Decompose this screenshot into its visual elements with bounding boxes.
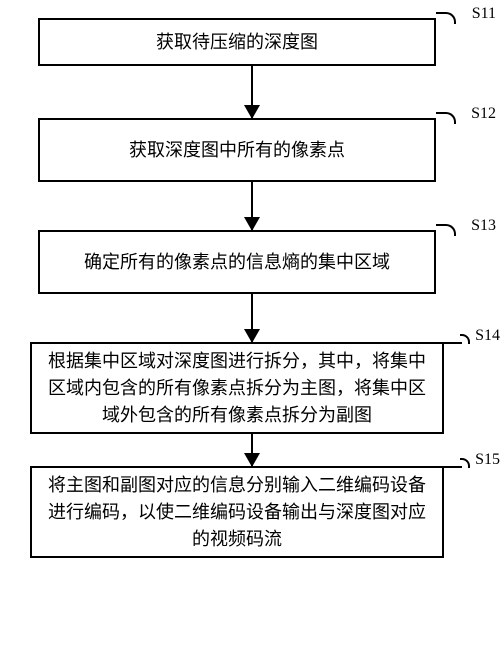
label-leader [460,458,470,468]
label-leader [460,334,470,344]
flow-step-s11: 获取待压缩的深度图 S11 [38,18,436,66]
flow-arrow [251,182,253,230]
flow-step-text: 获取深度图中所有的像素点 [129,137,345,164]
label-leader [436,224,456,236]
flow-step-label: S15 [475,448,500,472]
flow-step-text: 将主图和副图对应的信息分别输入二维编码设备进行编码，以使二维编码设备输出与深度图… [44,472,430,553]
flow-step-label: S13 [471,214,496,238]
flow-step-s12: 获取深度图中所有的像素点 S12 [38,118,436,182]
arrow-head-icon [244,453,260,467]
flowchart-container: 获取待压缩的深度图 S11 获取深度图中所有的像素点 S12 确定所有的像素点的… [30,18,474,558]
flow-arrow [251,434,253,466]
arrow-head-icon [244,217,260,231]
flow-step-label: S11 [472,2,496,26]
label-leader [436,112,456,124]
flow-step-text: 获取待压缩的深度图 [156,29,318,56]
flow-step-text: 根据集中区域对深度图进行拆分，其中，将集中区域内包含的所有像素点拆分为主图，将集… [44,348,430,429]
flow-step-label: S14 [475,324,500,348]
flow-step-s15: 将主图和副图对应的信息分别输入二维编码设备进行编码，以使二维编码设备输出与深度图… [30,466,444,558]
flow-arrow [251,294,253,342]
arrow-head-icon [244,105,260,119]
label-leader [436,12,456,24]
flow-step-s13: 确定所有的像素点的信息熵的集中区域 S13 [38,230,436,294]
flow-arrow [251,66,253,118]
flow-step-s14: 根据集中区域对深度图进行拆分，其中，将集中区域内包含的所有像素点拆分为主图，将集… [30,342,444,434]
arrow-head-icon [244,329,260,343]
flow-step-text: 确定所有的像素点的信息熵的集中区域 [84,249,390,276]
flow-step-label: S12 [471,102,496,126]
